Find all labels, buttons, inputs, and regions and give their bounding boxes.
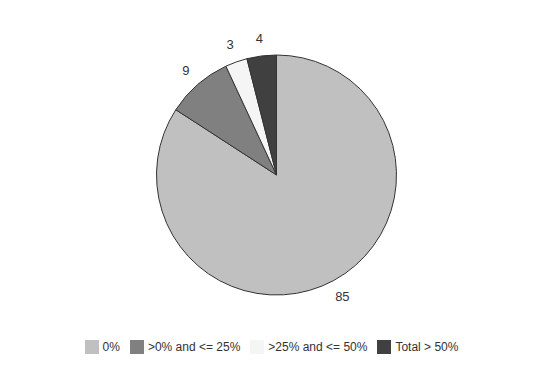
svg-text:4: 4	[256, 31, 263, 46]
svg-text:3: 3	[227, 37, 234, 52]
svg-text:9: 9	[182, 63, 189, 78]
svg-text:85: 85	[335, 289, 349, 304]
html-text:>0% and <= 25%: >0% and <= 25%	[147, 340, 241, 354]
html-text:>25% and <= 50%: >25% and <= 50%	[268, 340, 368, 354]
html-text:0%: 0%	[102, 340, 120, 354]
html-text:Total > 50%: Total > 50%	[395, 340, 459, 354]
